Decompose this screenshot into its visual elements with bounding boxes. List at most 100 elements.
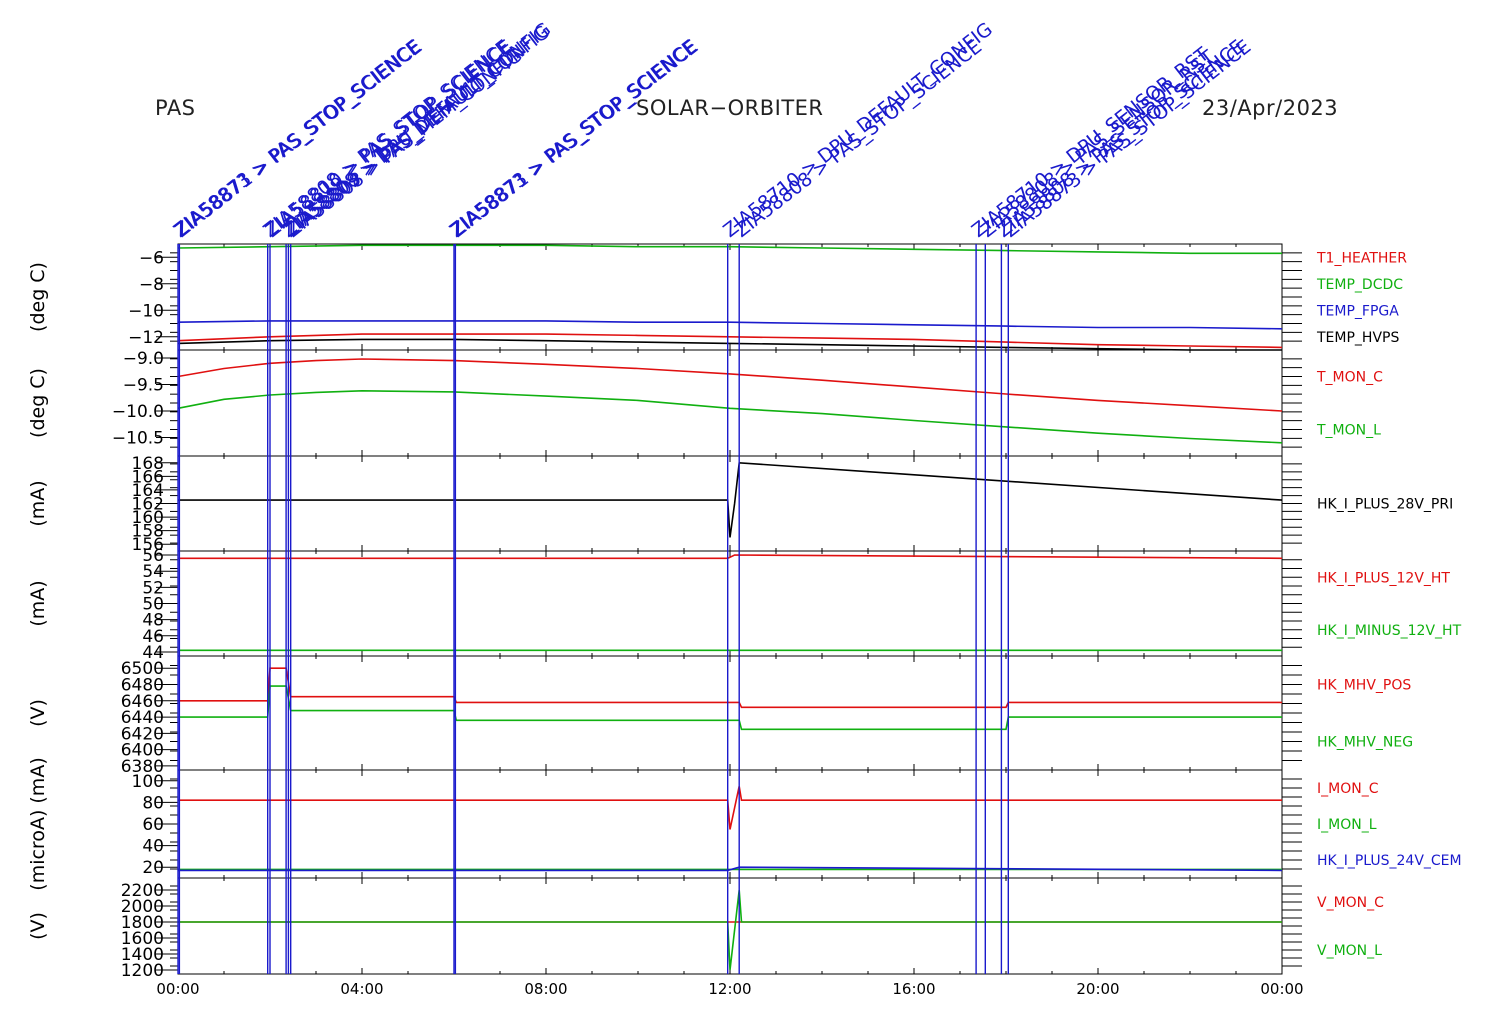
y-tick-label: 80 [142,793,164,813]
y-tick-label: 100 [132,772,164,792]
series-legend-label: TEMP_HVPS [1316,330,1399,346]
y-axis-label: (V) [27,912,49,940]
series-legend-label: T1_HEATHER [1316,250,1407,266]
panel-frame [177,550,1283,657]
series-line [178,685,1282,731]
y-tick-label: 1600 [121,929,164,949]
y-tick-label: 6440 [121,708,164,728]
y-tick-label: 44 [142,643,164,663]
series-legend-label: V_MON_L [1317,943,1382,959]
series-legend-label: HK_I_PLUS_28V_PRI [1317,497,1453,513]
series-legend-label: TEMP_FPGA [1316,303,1399,319]
y-tick-label: 160 [132,508,164,528]
y-tick-label: 168 [132,454,164,474]
y-tick-label: −9.5 [123,375,164,395]
panel-frame [177,349,1283,457]
y-tick-label: 2200 [121,881,164,901]
x-tick-label: 20:00 [1076,980,1119,998]
series-line [178,866,1283,872]
series-legend-label: HK_I_MINUS_12V_HT [1317,623,1462,639]
x-tick-label: 04:00 [340,980,383,998]
y-tick-label: 54 [142,562,164,582]
x-tick-label: 00:00 [1260,980,1303,998]
y-tick-label: −10.0 [112,402,164,422]
series-line [177,358,1283,412]
y-tick-label: 166 [132,467,164,487]
y-tick-label: 1200 [121,961,164,981]
y-tick-label: 6420 [121,724,164,744]
x-tick-label: 12:00 [708,980,751,998]
series-line [177,338,1282,351]
y-axis-label: (deg C) [27,368,49,438]
y-tick-label: 6400 [121,741,164,761]
y-tick-label: −6 [139,248,164,268]
series-legend-label: V_MON_C [1317,895,1384,911]
y-tick-label: 6500 [121,659,164,679]
y-tick-label: 20 [142,858,164,878]
series-line [177,389,1283,444]
x-tick-label: 16:00 [892,980,935,998]
y-axis-label: (deg C) [27,262,49,332]
instrument-label: PAS [155,96,196,120]
y-tick-label: 50 [142,595,164,615]
series-legend-label: I_MON_C [1317,781,1379,797]
y-tick-label: 6460 [121,692,164,712]
event-marker-label: ZIA58808 > PAS_STOP_SCIENCE [731,36,986,242]
x-tick-label: 00:00 [156,980,199,998]
y-tick-label: 48 [142,611,164,631]
series-line [178,667,1282,709]
y-tick-label: 158 [132,522,164,542]
y-axis-label: (microA) (mA) [27,757,49,890]
y-tick-label: −12 [128,328,164,348]
series-line [178,786,1282,830]
y-tick-label: 1400 [121,945,164,965]
y-tick-label: 162 [132,495,164,515]
y-tick-label: −8 [139,275,164,295]
y-tick-label: −9.0 [123,349,164,369]
series-line [177,244,1282,255]
mission-label: SOLAR−ORBITER [636,96,824,120]
series-legend-label: HK_MHV_POS [1317,678,1411,694]
y-tick-label: 164 [132,481,164,501]
series-legend-label: T_MON_C [1316,370,1383,386]
series-legend-label: T_MON_L [1316,423,1381,439]
y-tick-label: 1800 [121,913,164,933]
series-legend-label: TEMP_DCDC [1316,277,1403,293]
y-tick-label: 60 [142,815,164,835]
y-tick-label: 6380 [121,757,164,777]
y-tick-label: 46 [142,627,164,647]
x-tick-label: 08:00 [524,980,567,998]
y-tick-label: −10 [128,301,164,321]
y-axis-label: (V) [27,699,49,727]
series-line [178,889,1282,971]
series-legend-label: HK_I_PLUS_24V_CEM [1317,853,1462,869]
series-line [177,320,1283,330]
series-legend-label: I_MON_L [1317,817,1377,833]
series-line [177,333,1283,349]
y-axis-label: (mA) [27,580,49,626]
y-tick-label: 156 [132,535,164,555]
y-tick-label: −10.5 [112,428,164,448]
panel-2: −9.0 −9.5 −10.0 −10.5 (deg C) T_MON_C T_MON_L [27,349,1383,457]
y-tick-label: 2000 [121,897,164,917]
event-marker-label: ZIA58873 > PAS_STOP_SCIENCE [1000,36,1255,242]
date-label: 23/Apr/2023 [1202,96,1339,120]
y-tick-label: 52 [142,578,164,598]
panel-frame [177,655,1283,771]
series-legend-label: HK_MHV_NEG [1317,735,1413,751]
y-tick-label: 56 [142,546,164,566]
series-line [178,461,1283,538]
y-tick-label: 6480 [121,676,164,696]
y-tick-label: 40 [142,837,164,857]
y-axis-label: (mA) [27,480,49,526]
series-legend-label: HK_I_PLUS_12V_HT [1317,570,1450,586]
panel-1: −6 −8 −10 −12 (deg C) T1_HEATHER TEMP_DCDC TEMP… [27,243,1407,351]
